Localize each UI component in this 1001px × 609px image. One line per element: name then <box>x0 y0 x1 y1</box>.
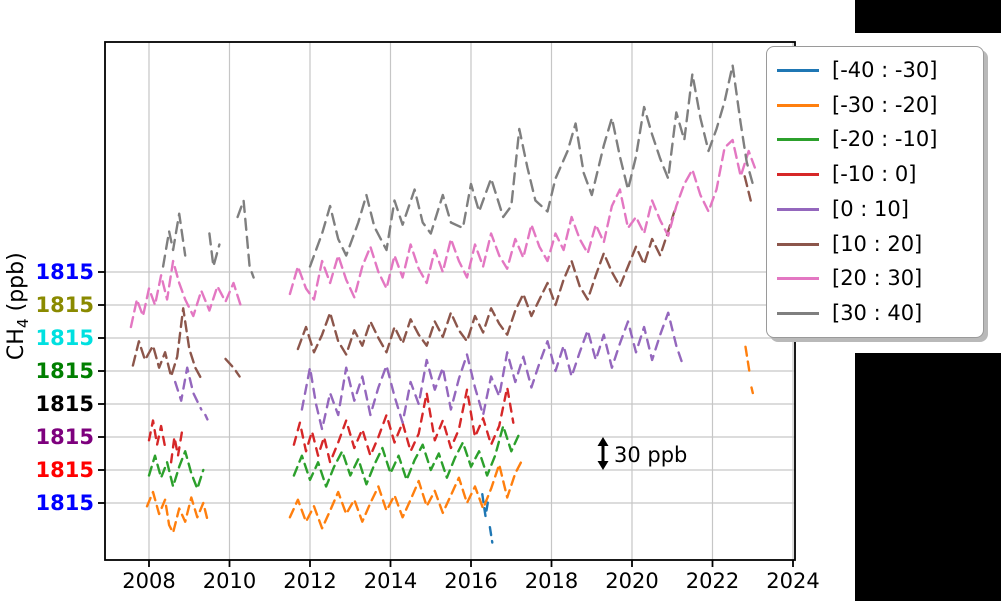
legend-entry-5: [10 : 20] <box>777 231 973 256</box>
legend-line-swatch-7 <box>777 312 819 316</box>
y-axis-title: CH4 (ppb) <box>4 225 32 387</box>
redaction-bar-top <box>855 0 1001 33</box>
x-tick-label-2014: 2014 <box>364 569 417 593</box>
x-tick-label-2018: 2018 <box>525 569 578 593</box>
legend-entry-3: [-10 : 0] <box>777 164 973 185</box>
series-line-orange-seg2 <box>744 345 751 374</box>
y-axis-title-post: (ppb) <box>3 252 29 319</box>
legend-entry-6: [20 : 30] <box>777 268 973 289</box>
x-tick-label-2022: 2022 <box>686 569 739 593</box>
legend-entry-4: [0 : 10] <box>777 196 973 221</box>
scale-arrow-head-up <box>597 437 609 446</box>
series-line-blue-seg0 <box>481 493 490 518</box>
series-line-orange-seg3 <box>750 386 754 395</box>
x-tick-label-2012: 2012 <box>283 569 336 593</box>
redaction-bar-bottom <box>855 353 1001 601</box>
legend-line-swatch-0 <box>777 68 819 72</box>
x-tick-label-2024: 2024 <box>766 569 819 593</box>
series-line-red-seg2 <box>292 386 515 464</box>
y-axis-title-pre: CH <box>3 328 29 361</box>
y-tick-label-3: 1815 <box>36 359 94 383</box>
y-tick-label-4: 1815 <box>36 392 94 416</box>
series-line-gray-seg3 <box>308 64 754 268</box>
legend-label-2: [-20 : -10] <box>832 127 938 152</box>
series-line-gray-seg1 <box>208 232 221 268</box>
y-tick-label-0: 1815 <box>36 260 94 284</box>
x-tick-label-2008: 2008 <box>122 569 175 593</box>
series-line-gray-seg2 <box>236 199 255 279</box>
legend-line-swatch-2 <box>777 138 819 142</box>
legend-line-swatch-4 <box>777 207 819 211</box>
legend-label-5: [10 : 20] <box>832 231 923 256</box>
legend-line-swatch-5 <box>777 242 819 246</box>
y-axis-title-sub: 4 <box>14 318 33 329</box>
series-line-red-seg0 <box>147 419 168 453</box>
series-line-brown-seg2 <box>296 210 676 356</box>
legend-label-3: [-10 : 0] <box>832 162 917 187</box>
legend-line-swatch-6 <box>777 277 819 281</box>
series-line-gray-seg0 <box>161 212 187 268</box>
legend-label-0: [-40 : -30] <box>832 57 938 82</box>
y-tick-label-1: 1815 <box>36 293 94 317</box>
legend-line-swatch-3 <box>777 173 819 177</box>
y-tick-label-5: 1815 <box>36 425 94 449</box>
series-line-brown-seg3 <box>743 175 752 202</box>
y-tick-label-2: 1815 <box>36 326 94 350</box>
x-tick-label-2016: 2016 <box>444 569 497 593</box>
y-tick-label-7: 1815 <box>36 491 94 515</box>
legend-label-4: [0 : 10] <box>832 196 909 221</box>
series-line-purple-seg0 <box>174 366 203 411</box>
scale-arrow-head-down <box>597 461 609 470</box>
series-line-red-seg1 <box>169 430 184 464</box>
legend-entry-1: [-30 : -20] <box>777 92 973 117</box>
axes-frame <box>104 41 796 561</box>
series-line-green-seg0 <box>147 450 205 490</box>
x-tick-label-2020: 2020 <box>605 569 658 593</box>
series-line-purple-seg2 <box>300 311 684 431</box>
x-tick-label-2010: 2010 <box>203 569 256 593</box>
series-line-green-seg1 <box>292 424 521 488</box>
legend-entry-7: [30 : 40] <box>777 303 973 324</box>
y-tick-label-6: 1815 <box>36 458 94 482</box>
legend-label-7: [30 : 40] <box>832 301 923 326</box>
scale-annotation-label: 30 ppb <box>614 443 688 467</box>
legend-entry-2: [-20 : -10] <box>777 129 973 150</box>
legend-entry-0: [-40 : -30] <box>777 57 973 82</box>
series-line-pink-seg1 <box>288 138 756 301</box>
series-line-brown-seg0 <box>131 307 203 380</box>
legend-label-1: [-30 : -20] <box>832 92 938 117</box>
series-line-orange-seg1 <box>288 456 525 530</box>
series-line-brown-seg1 <box>224 357 241 378</box>
series-line-purple-seg1 <box>204 413 209 421</box>
series-line-orange-seg0 <box>145 490 209 534</box>
legend-label-6: [20 : 30] <box>832 266 923 291</box>
series-line-pink-seg0 <box>129 259 243 329</box>
legend-line-swatch-1 <box>777 103 819 107</box>
legend: [-40 : -30] [-30 : -20] [-20 : -10] [-10 : … <box>766 46 984 338</box>
series-line-blue-seg1 <box>488 526 494 544</box>
